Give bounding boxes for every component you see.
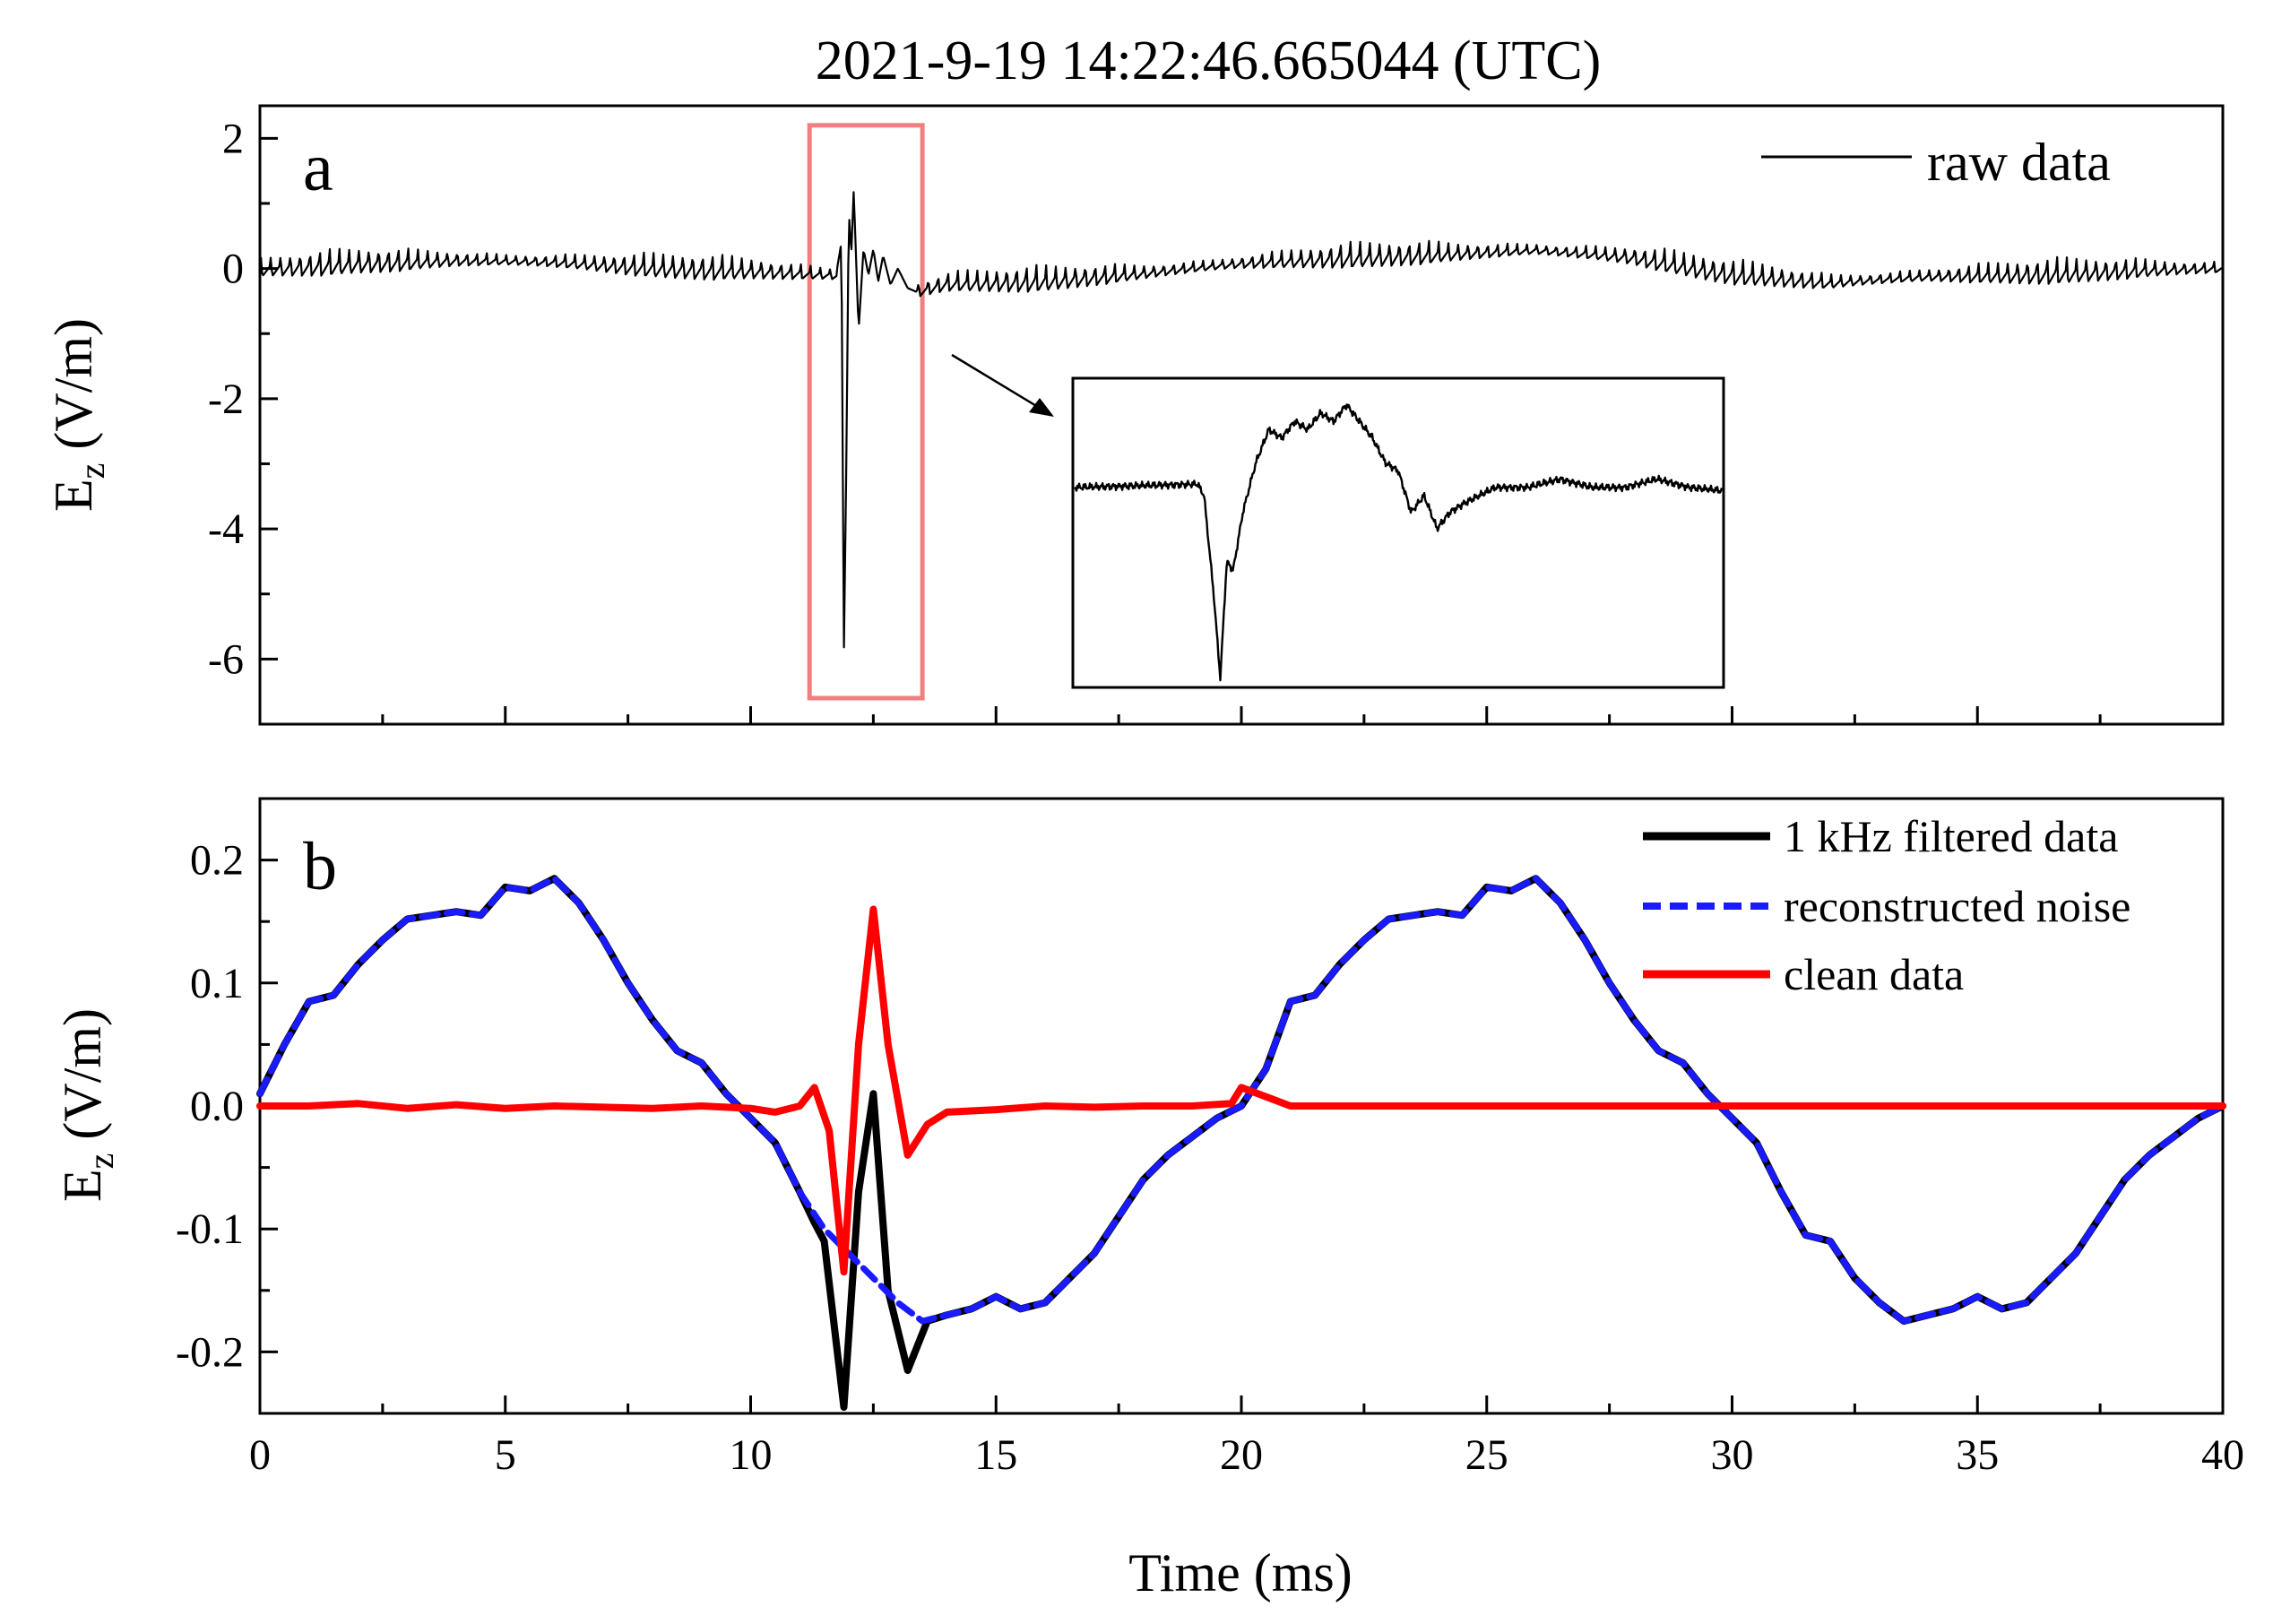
panel-b-y-axis-title: Ez (V/m): [53, 1008, 121, 1202]
x-tick-label: 20: [1220, 1431, 1263, 1479]
legend-b-filtered-label: 1 kHz filtered data: [1784, 811, 2118, 861]
panel-a-y-ticks: 2 0 -2 -4 -6: [208, 115, 278, 683]
x-tick-label: 35: [1956, 1431, 1999, 1479]
zoom-arrow-head: [1029, 398, 1054, 417]
x-tick-label: 25: [1465, 1431, 1508, 1479]
series-reconstructed-noise: [256, 875, 2226, 1325]
x-tick-label: 10: [730, 1431, 773, 1479]
y-tick-label: -2: [208, 376, 244, 423]
panel-a-y-axis-title: Ez (V/m): [44, 318, 112, 512]
y-tick-label: -0.2: [176, 1328, 244, 1376]
y-tick-label: 0.0: [190, 1083, 244, 1130]
y-tick-label: 0.1: [190, 960, 244, 1007]
chart-title: 2021-9-19 14:22:46.665044 (UTC): [816, 30, 1602, 91]
y-tick-label: 2: [222, 115, 244, 162]
inset-zoomed-waveform: [1074, 403, 1724, 682]
panel-b-x-ticks: 0 5 10 15 20 25 30 35 40: [249, 1395, 2244, 1479]
panel-a: 2 0 -2 -4 -6 a raw data Ez (V/m): [44, 104, 2225, 726]
x-axis-title: Time (ms): [1128, 1543, 1353, 1602]
inset-frame: [1071, 376, 1725, 689]
zoom-arrow-line: [951, 353, 1039, 409]
y-tick-label: 0: [222, 246, 244, 293]
x-tick-label: 15: [974, 1431, 1017, 1479]
panel-b-y-ticks: 0.2 0.1 0.0 -0.1 -0.2: [176, 837, 278, 1376]
panel-b-letter: b: [303, 829, 337, 904]
x-tick-label: 0: [249, 1431, 271, 1479]
y-tick-label: -4: [208, 505, 244, 553]
series-clean-data: [256, 905, 2226, 1276]
panel-a-letter: a: [303, 130, 333, 205]
legend-b-noise-label: reconstructed noise: [1784, 881, 2130, 931]
legend-a-raw-data-label: raw data: [1927, 133, 2111, 192]
x-tick-label: 40: [2201, 1431, 2244, 1479]
y-tick-label: -0.1: [176, 1205, 244, 1253]
panel-a-x-ticks: [258, 706, 2225, 724]
panel-b-series: [256, 875, 2226, 1412]
x-tick-label: 30: [1711, 1431, 1754, 1479]
spike-highlight-box: [807, 123, 925, 701]
panel-b: 0 5 10 15 20 25 30 35 40 0.2 0.1 0.0 -0.1 -0.2 b 1 k…: [53, 797, 2244, 1479]
series-raw-data: [258, 191, 2223, 649]
legend-b-clean-label: clean data: [1784, 949, 1964, 999]
y-tick-label: 0.2: [190, 837, 244, 885]
x-tick-label: 5: [495, 1431, 516, 1479]
y-tick-label: -6: [208, 635, 244, 683]
